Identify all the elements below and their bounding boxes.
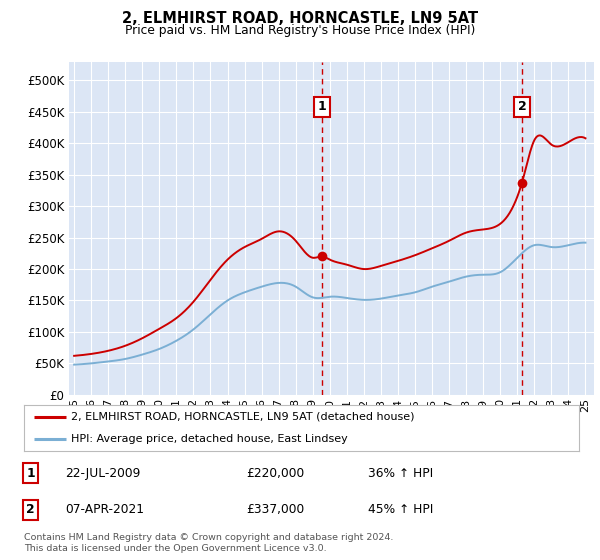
Text: Price paid vs. HM Land Registry's House Price Index (HPI): Price paid vs. HM Land Registry's House … [125,24,475,36]
Text: 2: 2 [518,100,526,113]
Text: £220,000: £220,000 [246,466,304,479]
Text: £337,000: £337,000 [246,503,304,516]
Text: 2, ELMHIRST ROAD, HORNCASTLE, LN9 5AT (detached house): 2, ELMHIRST ROAD, HORNCASTLE, LN9 5AT (d… [71,412,415,422]
Text: 1: 1 [318,100,326,113]
Text: 36% ↑ HPI: 36% ↑ HPI [368,466,433,479]
Text: 2, ELMHIRST ROAD, HORNCASTLE, LN9 5AT: 2, ELMHIRST ROAD, HORNCASTLE, LN9 5AT [122,11,478,26]
Text: 2: 2 [26,503,35,516]
Text: 45% ↑ HPI: 45% ↑ HPI [368,503,433,516]
Text: 07-APR-2021: 07-APR-2021 [65,503,145,516]
Text: 1: 1 [26,466,35,479]
Text: 22-JUL-2009: 22-JUL-2009 [65,466,141,479]
Text: HPI: Average price, detached house, East Lindsey: HPI: Average price, detached house, East… [71,434,348,444]
Text: Contains HM Land Registry data © Crown copyright and database right 2024.
This d: Contains HM Land Registry data © Crown c… [24,533,394,553]
